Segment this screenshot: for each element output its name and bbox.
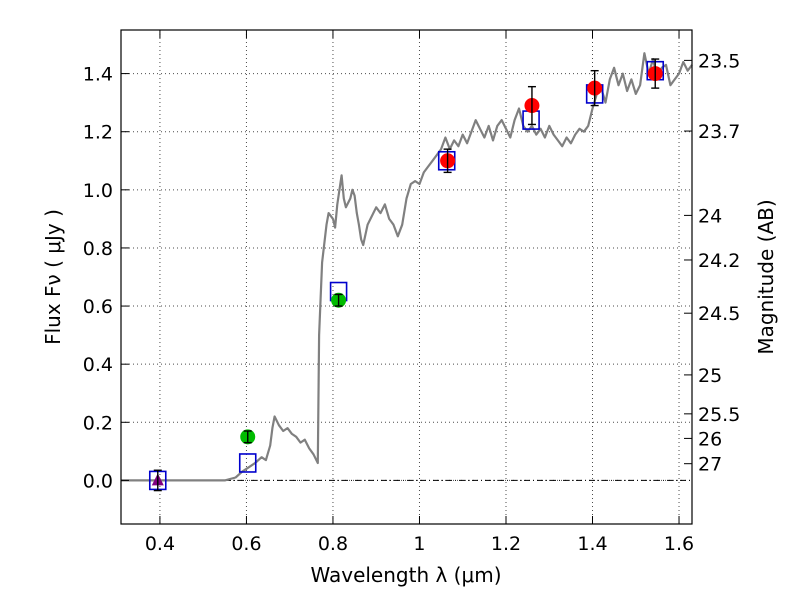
label-layer: Wavelength λ (μm) Flux Fν ( μJy ) Magnit…	[41, 199, 778, 587]
y-tick-label: 0.2	[83, 412, 113, 434]
y-tick-label: 1.0	[83, 180, 113, 202]
y-tick-label: 0.8	[83, 238, 113, 260]
x-axis-label: Wavelength λ (μm)	[310, 563, 501, 587]
x-tick-label: 1	[413, 533, 425, 555]
y2-tick-label: 25.5	[698, 404, 740, 426]
spectrum-line	[121, 52, 693, 482]
tick-layer: 0.4 0.6 0.8 1 1.2 1.4 1.6 0.0 0.2 0.4 0.6 0.8 1.0 1.2…	[83, 30, 740, 555]
plot-frame	[120, 29, 693, 525]
y-tick-label: 0.4	[83, 354, 113, 376]
y-tick-label: 1.4	[83, 64, 113, 86]
plot-background	[121, 30, 692, 524]
model-photometry-square	[238, 453, 257, 473]
y2-tick-label: 24	[698, 205, 722, 227]
y-tick-label: 0.6	[83, 296, 113, 318]
y2-tick-label: 23.5	[698, 50, 740, 72]
x-tick-label: 0.8	[318, 533, 348, 555]
series-layer	[121, 52, 693, 492]
x-tick-label: 1.6	[664, 533, 694, 555]
y-axis-label: Flux Fν ( μJy )	[41, 209, 65, 345]
x-tick-label: 0.4	[145, 533, 175, 555]
y2-tick-label: 23.7	[698, 121, 740, 143]
x-tick-label: 0.6	[231, 533, 261, 555]
x-tick-label: 1.2	[491, 533, 521, 555]
y-tick-label: 1.2	[83, 122, 113, 144]
y2-axis-label: Magnitude (AB)	[754, 199, 778, 354]
y-tick-label: 0.0	[83, 470, 113, 492]
y2-tick-label: 24.5	[698, 303, 740, 325]
x-tick-label: 1.4	[577, 533, 607, 555]
y2-tick-label: 26	[698, 428, 722, 450]
y2-tick-label: 24.2	[698, 250, 740, 272]
y2-tick-label: 25	[698, 365, 722, 387]
y2-tick-label: 27	[698, 454, 722, 476]
